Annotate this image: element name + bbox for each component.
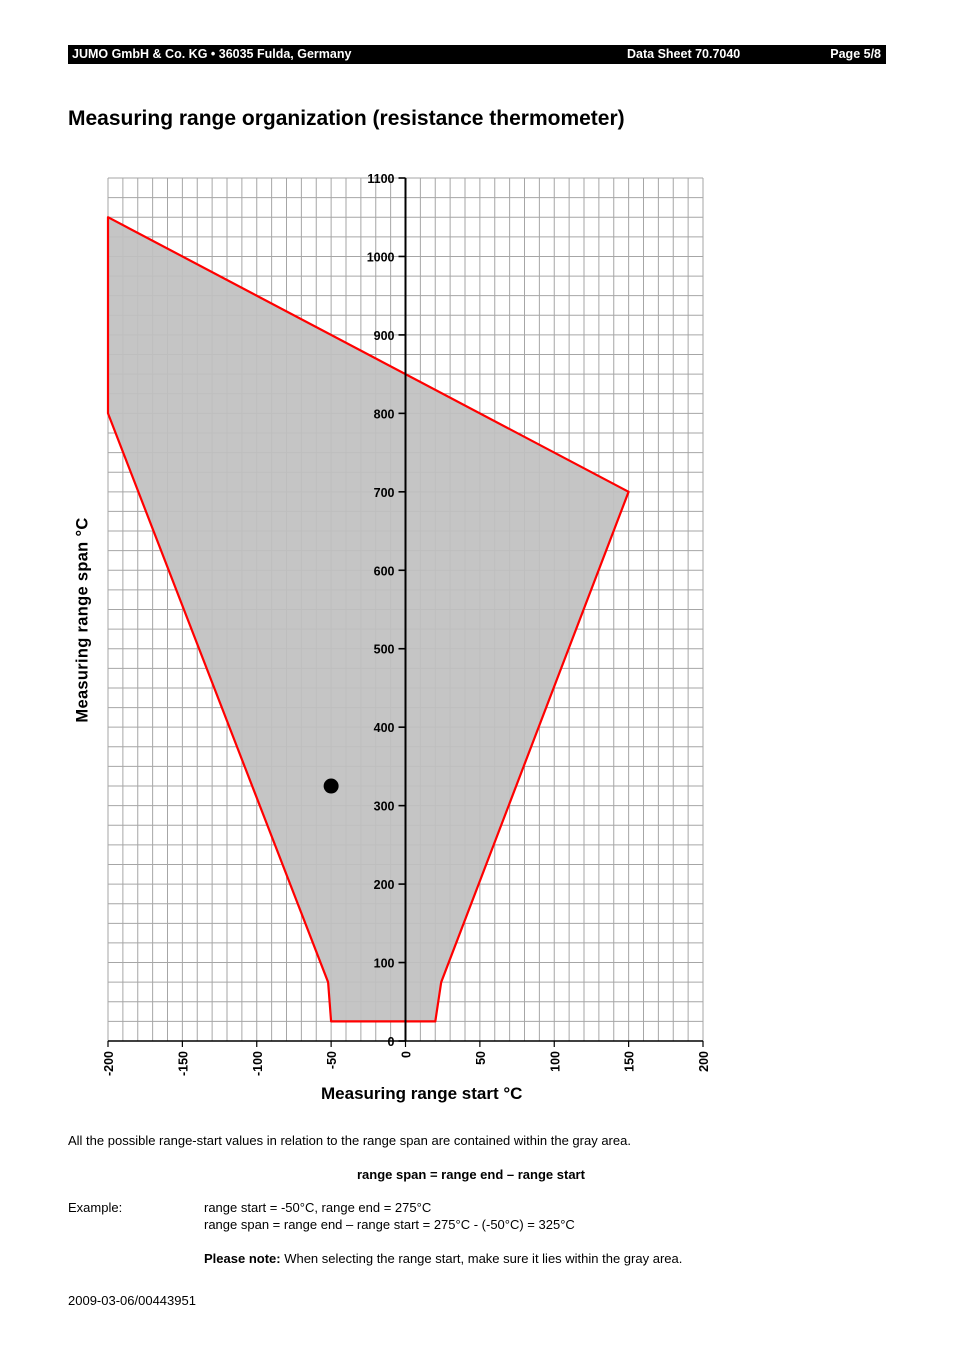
x-tick-label: -200 xyxy=(102,1051,116,1076)
y-tick-label: 700 xyxy=(374,486,395,500)
formula-text: range span = range end – range start xyxy=(357,1167,585,1182)
x-tick-label: 50 xyxy=(474,1051,488,1065)
example-point-marker xyxy=(323,778,339,794)
chart-axes xyxy=(107,177,704,1047)
y-tick-label: 400 xyxy=(374,721,395,735)
page-title: Measuring range organization (resistance… xyxy=(68,107,625,130)
y-tick-label: 800 xyxy=(374,407,395,421)
intro-text: All the possible range-start values in r… xyxy=(68,1133,631,1148)
x-axis-label: Measuring range start °C xyxy=(321,1084,523,1103)
x-tick-label: 150 xyxy=(623,1051,637,1072)
example-line-2: range span = range end – range start = 2… xyxy=(204,1217,575,1232)
y-tick-labels: 0 100 200 300 400 500 600 700 800 900 1000 1100 xyxy=(367,172,395,1049)
x-tick-label: -50 xyxy=(325,1051,339,1069)
y-tick-label: 600 xyxy=(374,564,395,578)
please-note-text: When selecting the range start, make sur… xyxy=(280,1251,683,1266)
please-note: Please note: When selecting the range st… xyxy=(204,1251,682,1266)
y-tick-label: 300 xyxy=(374,800,395,814)
y-axis-label: Measuring range span °C xyxy=(73,517,92,723)
x-tick-labels: -200 -150 -100 -50 0 50 100 150 200 xyxy=(102,1051,711,1076)
x-tick-label: 200 xyxy=(697,1051,711,1072)
y-tick-label: 200 xyxy=(374,878,395,892)
y-tick-label: 900 xyxy=(374,329,395,343)
document-id: 2009-03-06/00443951 xyxy=(68,1293,196,1308)
y-tick-label: 1100 xyxy=(367,172,394,186)
header-bar: JUMO GmbH & Co. KG • 36035 Fulda, German… xyxy=(68,45,886,64)
x-tick-label: 0 xyxy=(400,1051,414,1058)
x-tick-label: 100 xyxy=(548,1051,562,1072)
x-tick-label: -100 xyxy=(251,1051,265,1076)
valid-range-region xyxy=(106,216,630,1023)
y-tick-label: 1000 xyxy=(367,250,395,264)
example-label: Example: xyxy=(68,1200,123,1215)
header-sheet-number: Data Sheet 70.7040 xyxy=(627,47,741,61)
x-tick-label: -150 xyxy=(176,1051,190,1076)
example-line-1: range start = -50°C, range end = 275°C xyxy=(204,1200,432,1215)
y-tick-label: 0 xyxy=(388,1035,395,1049)
header-page-number: Page 5/8 xyxy=(830,47,881,61)
y-tick-label: 100 xyxy=(374,957,395,971)
y-tick-label: 500 xyxy=(374,643,395,657)
header-company: JUMO GmbH & Co. KG • 36035 Fulda, German… xyxy=(72,47,352,61)
please-note-label: Please note: xyxy=(204,1251,281,1266)
